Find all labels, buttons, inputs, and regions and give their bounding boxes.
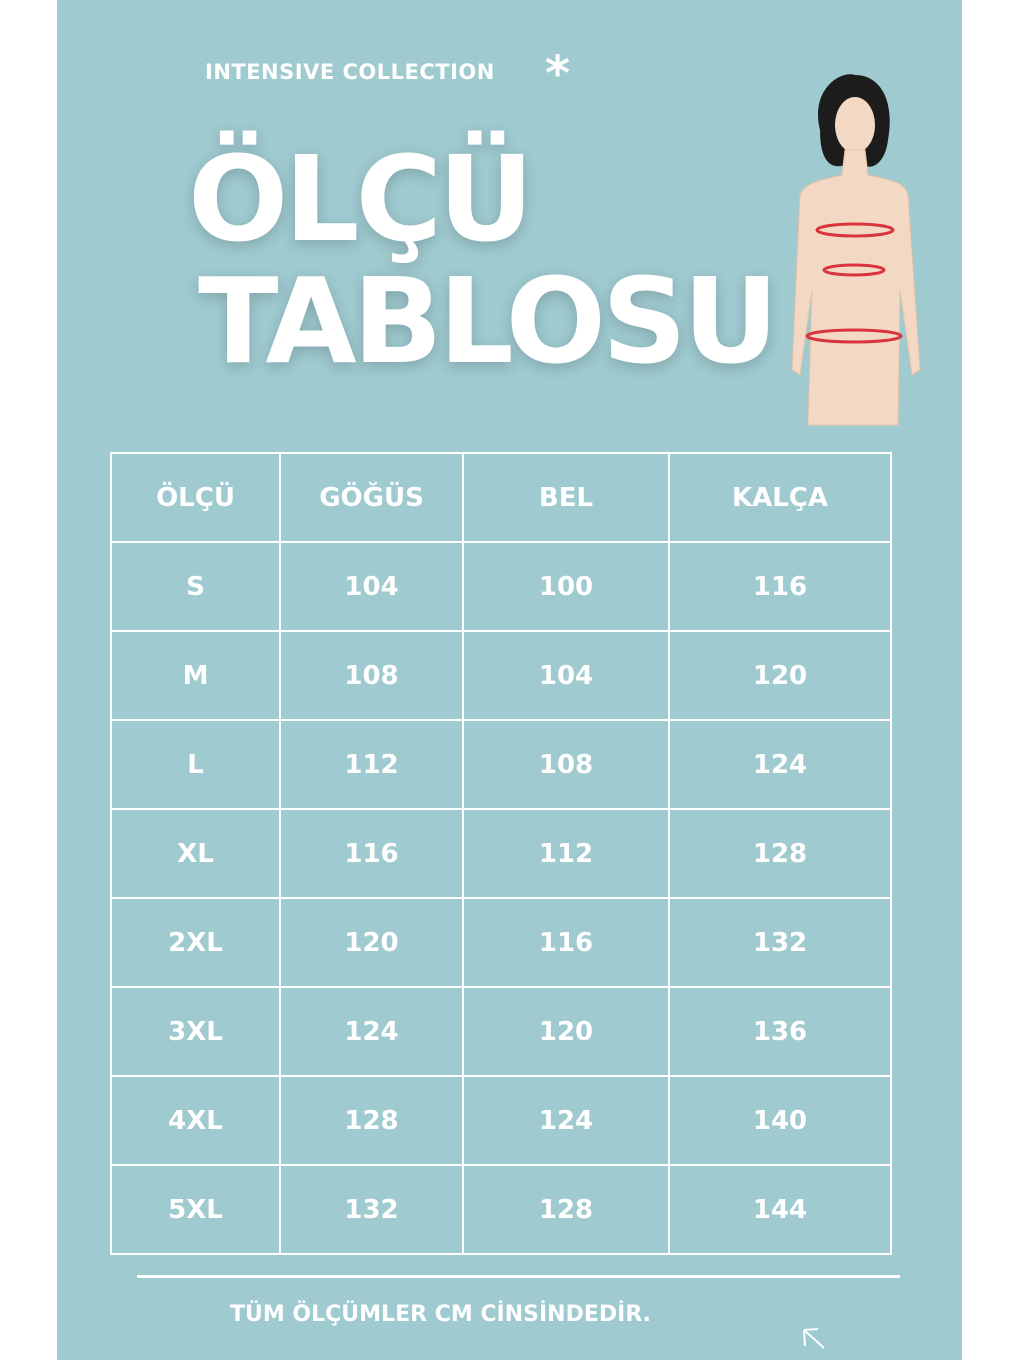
title-line2: TABLOSU	[198, 252, 779, 390]
cell-chest: 104	[279, 541, 464, 632]
cell-chest: 124	[279, 986, 464, 1077]
cell-hip: 116	[668, 541, 892, 632]
cell-size: 5XL	[110, 1164, 281, 1255]
table-row: S 104 100 116	[110, 541, 892, 632]
cell-chest: 112	[279, 719, 464, 810]
cell-hip: 124	[668, 719, 892, 810]
units-note: TÜM ÖLÇÜMLER CM CİNSİNDEDİR.	[230, 1302, 652, 1327]
cell-chest: 108	[279, 630, 464, 721]
collection-label: INTENSIVE COLLECTION	[205, 60, 495, 84]
header-size: ÖLÇÜ	[110, 452, 281, 543]
table-row: 5XL 132 128 144	[110, 1164, 892, 1255]
table-row: 4XL 128 124 140	[110, 1075, 892, 1166]
arrow-up-left-icon	[803, 1328, 825, 1349]
cell-waist: 124	[462, 1075, 670, 1166]
table-row: 3XL 124 120 136	[110, 986, 892, 1077]
table-row: L 112 108 124	[110, 719, 892, 810]
cell-waist: 108	[462, 719, 670, 810]
table-row: M 108 104 120	[110, 630, 892, 721]
cell-waist: 116	[462, 897, 670, 988]
cell-size: 3XL	[110, 986, 281, 1077]
cell-hip: 136	[668, 986, 892, 1077]
header-chest: GÖĞÜS	[279, 452, 464, 543]
cell-hip: 132	[668, 897, 892, 988]
table-underline	[137, 1275, 900, 1278]
cell-size: 2XL	[110, 897, 281, 988]
cell-waist: 128	[462, 1164, 670, 1255]
cell-hip: 128	[668, 808, 892, 899]
cell-waist: 120	[462, 986, 670, 1077]
cell-size: M	[110, 630, 281, 721]
table-header-row: ÖLÇÜ GÖĞÜS BEL KALÇA	[110, 452, 892, 543]
cell-size: XL	[110, 808, 281, 899]
cell-waist: 104	[462, 630, 670, 721]
header-waist: BEL	[462, 452, 670, 543]
cell-chest: 132	[279, 1164, 464, 1255]
header-hip: KALÇA	[668, 452, 892, 543]
cell-hip: 120	[668, 630, 892, 721]
cell-chest: 116	[279, 808, 464, 899]
title-line1: ÖLÇÜ	[188, 130, 534, 268]
cell-hip: 144	[668, 1164, 892, 1255]
table-row: XL 116 112 128	[110, 808, 892, 899]
cell-size: 4XL	[110, 1075, 281, 1166]
cell-chest: 128	[279, 1075, 464, 1166]
cell-waist: 112	[462, 808, 670, 899]
size-table: ÖLÇÜ GÖĞÜS BEL KALÇA S 104 100 116 M 108 104 1…	[110, 452, 892, 1255]
cell-chest: 120	[279, 897, 464, 988]
body-measurement-figure-icon	[791, 74, 921, 426]
cell-size: S	[110, 541, 281, 632]
cell-size: L	[110, 719, 281, 810]
table-row: 2XL 120 116 132	[110, 897, 892, 988]
cell-waist: 100	[462, 541, 670, 632]
cell-hip: 140	[668, 1075, 892, 1166]
asterisk-icon: *	[545, 46, 571, 102]
